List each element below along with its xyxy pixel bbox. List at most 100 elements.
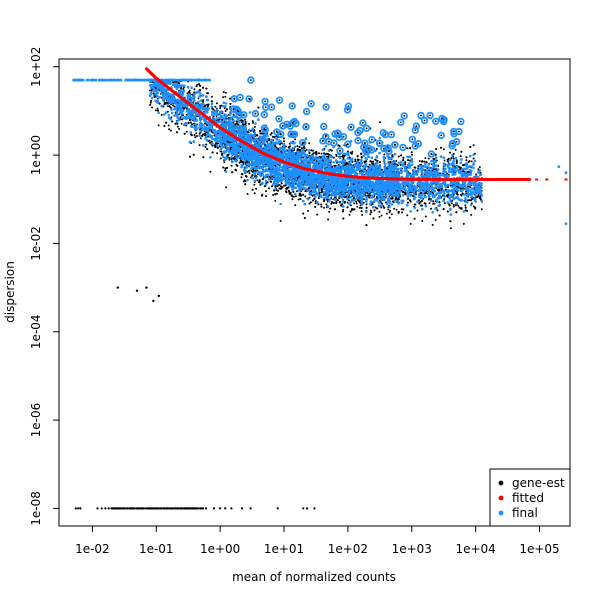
gene-est-point — [330, 149, 333, 152]
gene-est-point — [361, 214, 364, 216]
gene-est-point — [240, 119, 243, 121]
gene-est-point — [240, 176, 243, 179]
gene-est-point — [346, 201, 349, 204]
gene-est-point — [236, 122, 238, 125]
gene-est-point — [378, 121, 381, 124]
gene-est-point — [244, 120, 247, 123]
gene-est-point — [246, 193, 249, 195]
gene-est-point — [372, 160, 375, 163]
gene-est-point — [285, 187, 288, 190]
gene-est-point — [358, 206, 361, 209]
gene-est-point — [307, 209, 310, 212]
gene-est-point — [314, 205, 317, 208]
gene-est-point — [373, 209, 376, 212]
gene-est-point — [378, 215, 381, 218]
gene-est-point — [311, 149, 314, 152]
gene-est-point — [189, 155, 191, 158]
gene-est-point — [424, 202, 427, 205]
gene-est-point — [327, 153, 330, 156]
gene-est-point — [270, 132, 273, 135]
gene-est-point — [253, 192, 256, 195]
gene-est-point — [222, 91, 225, 94]
gene-est-point — [305, 148, 308, 151]
gene-est-point — [265, 195, 267, 198]
gene-est-point — [149, 103, 152, 106]
gene-est-point — [235, 120, 238, 123]
gene-est-point — [315, 152, 318, 155]
gene-est-point — [387, 208, 390, 211]
gene-est-point — [409, 222, 412, 225]
gene-est-point — [209, 141, 212, 144]
gene-est-point — [365, 224, 368, 227]
gene-est-point — [283, 140, 286, 143]
gene-est-point — [403, 191, 406, 194]
gene-est-point — [407, 197, 409, 200]
gene-est-point — [287, 146, 290, 149]
gene-est-point — [206, 148, 209, 151]
gene-est-point — [194, 136, 197, 139]
gene-est-point — [210, 95, 213, 98]
gene-est-point — [265, 190, 267, 193]
gene-est-point — [478, 166, 481, 169]
gene-est-point — [291, 198, 294, 201]
gene-est-point — [270, 180, 272, 183]
plot-points — [72, 67, 568, 510]
gene-est-point — [181, 118, 184, 121]
gene-est-point — [253, 183, 256, 186]
gene-est-point — [248, 122, 250, 125]
gene-est-point — [239, 161, 242, 164]
gene-est-point — [304, 195, 307, 198]
gene-est-point — [269, 133, 272, 136]
gene-est-point — [198, 83, 200, 86]
gene-est-point — [234, 123, 237, 126]
gene-est-point — [406, 201, 409, 204]
gene-est-point — [219, 107, 222, 109]
gene-est-point — [216, 152, 219, 155]
gene-est-point — [413, 217, 416, 220]
gene-est-point — [356, 158, 359, 161]
gene-est-point — [244, 183, 247, 186]
gene-est-point — [193, 88, 196, 91]
gene-est-point — [402, 159, 405, 162]
gene-est-point — [301, 188, 304, 191]
gene-est-point — [323, 152, 325, 155]
gene-est-point — [469, 146, 472, 148]
gene-est-point — [210, 140, 213, 143]
gene-est-point — [349, 210, 352, 213]
gene-est-point — [271, 135, 274, 138]
gene-est-point — [354, 158, 357, 161]
gene-est-point — [390, 213, 393, 216]
gene-est-point — [299, 198, 302, 200]
gene-est-point — [434, 218, 437, 221]
gene-est-point — [247, 131, 250, 134]
gene-est-point — [427, 157, 430, 160]
gene-est-point — [354, 160, 357, 163]
gene-est-point — [329, 207, 332, 210]
gene-est-point — [209, 170, 212, 173]
gene-est-point — [346, 162, 349, 165]
gene-est-point — [331, 201, 333, 204]
gene-est-point — [241, 161, 244, 163]
gene-est-point — [279, 219, 282, 222]
gene-est-point — [191, 93, 194, 96]
gene-est-point — [154, 109, 157, 112]
gene-est-point — [337, 144, 340, 147]
gene-est-point — [296, 190, 298, 193]
gene-est-point — [309, 201, 312, 204]
gene-est-point — [229, 102, 232, 105]
gene-est-point — [222, 166, 225, 169]
gene-est-point — [224, 91, 227, 94]
gene-est-point — [332, 156, 335, 159]
gene-est-point — [424, 157, 427, 160]
gene-est-point — [374, 206, 377, 209]
gene-est-point — [435, 148, 438, 150]
gene-est-point — [401, 211, 403, 214]
gene-est-point — [198, 144, 201, 147]
gene-est-point — [313, 197, 316, 200]
gene-est-point — [459, 155, 462, 158]
gene-est-point — [188, 90, 191, 93]
gene-est-point — [320, 191, 323, 194]
gene-est-point — [363, 161, 366, 164]
gene-est-point — [432, 200, 435, 203]
gene-est-point — [202, 100, 204, 103]
